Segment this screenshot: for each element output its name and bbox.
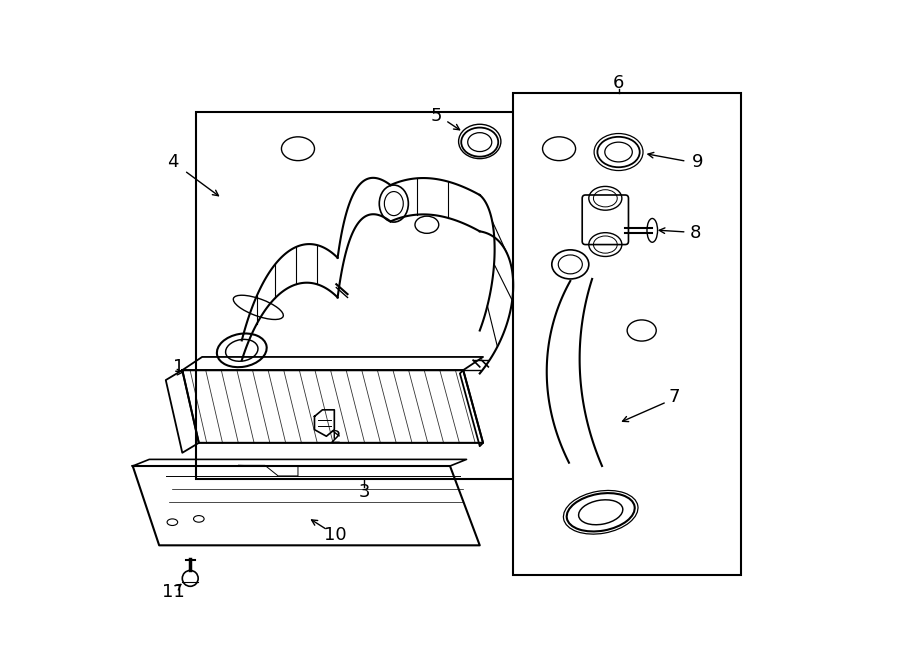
Text: 11: 11 [162, 582, 185, 601]
Text: 3: 3 [358, 483, 370, 502]
Text: 1: 1 [174, 358, 184, 376]
Text: 5: 5 [431, 106, 443, 125]
Text: 4: 4 [166, 153, 178, 171]
Text: 10: 10 [324, 526, 347, 545]
Text: 7: 7 [669, 387, 680, 406]
Text: 8: 8 [690, 223, 702, 242]
Text: 9: 9 [692, 153, 704, 171]
FancyBboxPatch shape [195, 112, 556, 479]
FancyBboxPatch shape [582, 195, 628, 245]
Text: 6: 6 [613, 73, 625, 92]
Text: 2: 2 [329, 429, 341, 447]
FancyBboxPatch shape [513, 93, 741, 575]
